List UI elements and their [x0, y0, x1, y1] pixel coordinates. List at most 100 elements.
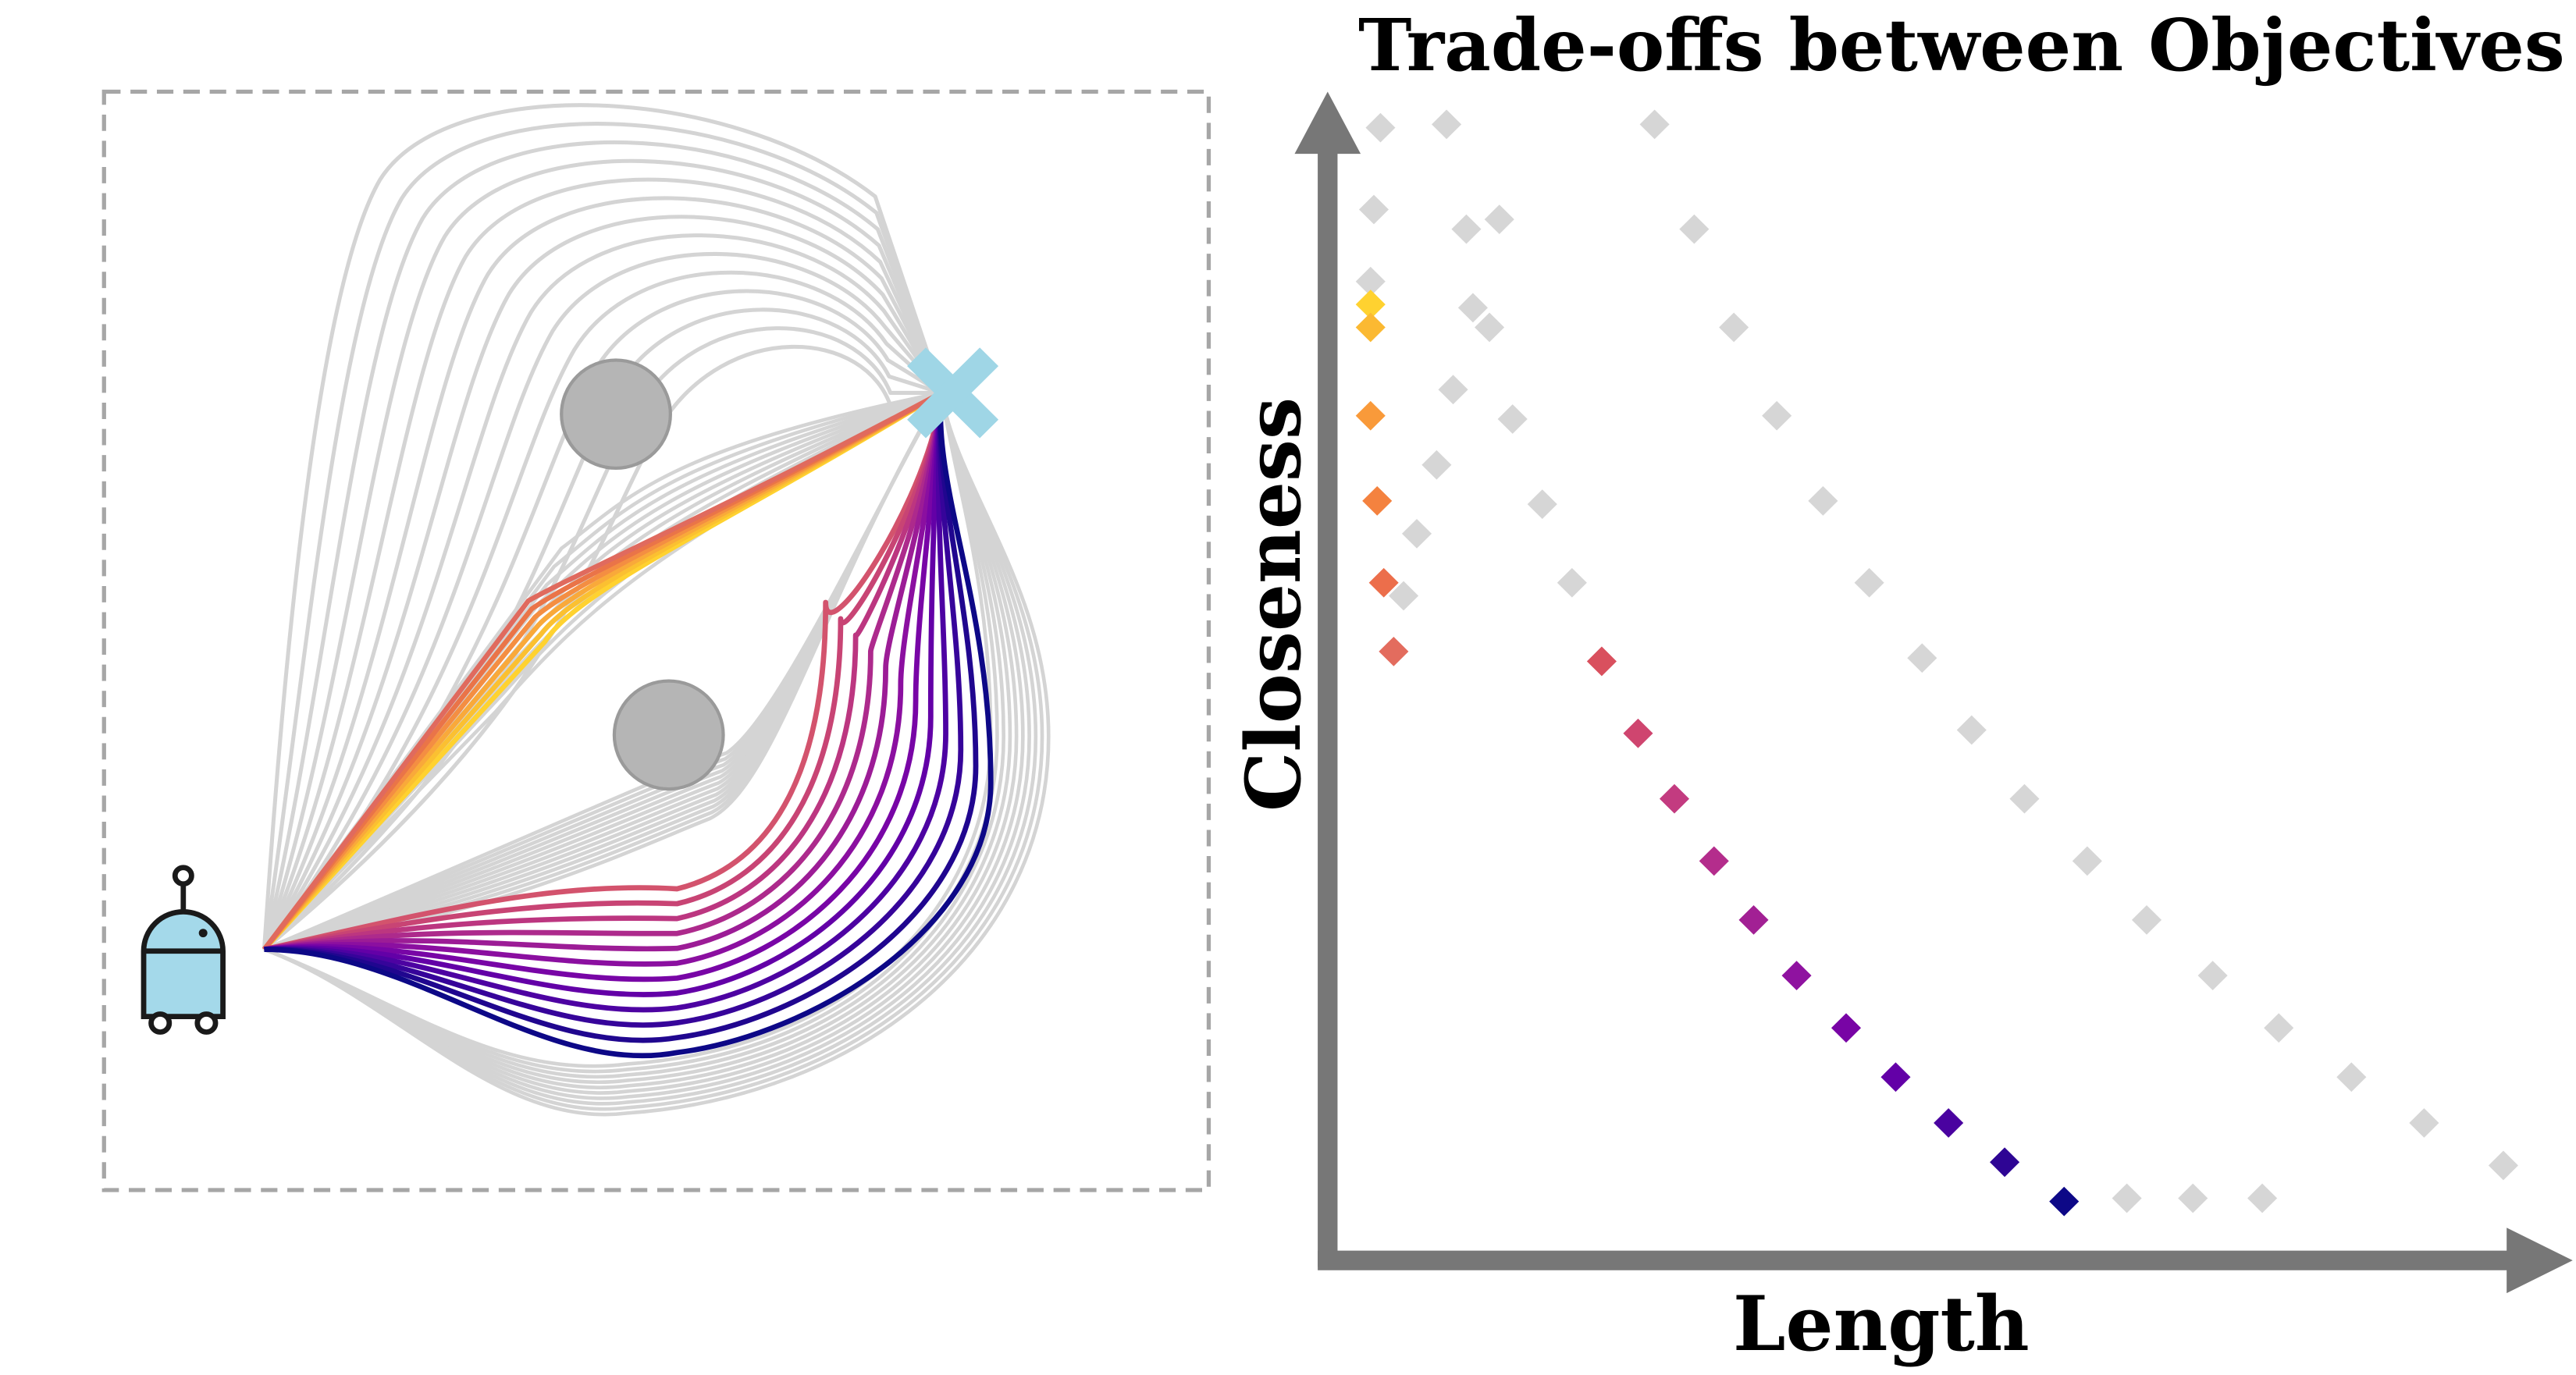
grey-path [262, 270, 943, 951]
grey-path [263, 393, 999, 1074]
y-axis-label: Closeness [1229, 397, 1318, 812]
pareto-data-point [1990, 1147, 2020, 1178]
goal-x-icon [907, 347, 999, 439]
grey-data-point [1401, 518, 1432, 549]
grey-path [263, 393, 1025, 1095]
grey-path [263, 393, 1051, 1117]
grey-data-point [1475, 312, 1505, 343]
colored-path [264, 393, 948, 1013]
pareto-data-point [1362, 485, 1393, 516]
colored-path [263, 393, 945, 952]
grey-data-point [1432, 109, 1462, 140]
grey-data-point [1679, 214, 1710, 244]
grey-data-point [1457, 293, 1488, 323]
pareto-data-point [1781, 961, 1812, 991]
grey-path [263, 393, 1038, 1106]
grey-data-point [2409, 1108, 2439, 1138]
grey-path [262, 215, 943, 950]
colored-path [264, 393, 945, 997]
grey-data-point [1451, 214, 1482, 244]
grey-path [263, 393, 1006, 1079]
grey-data-point [1497, 404, 1528, 434]
grey-data-point [1527, 489, 1557, 519]
grey-path [262, 391, 942, 950]
grey-data-point [1639, 109, 1670, 140]
workspace-panel [101, 89, 1212, 1192]
y-axis-arrowhead [1294, 91, 1361, 155]
colored-path-fan [262, 390, 994, 1059]
pareto-data-point [1934, 1108, 1964, 1138]
chart-panel [1294, 91, 2573, 1294]
grey-path [262, 251, 943, 951]
pareto-data-point [1699, 846, 1729, 876]
colored-path [263, 393, 945, 952]
grey-path [262, 391, 942, 951]
colored-path [264, 393, 964, 1028]
grey-point-series [1355, 109, 2518, 1213]
pareto-data-point [1368, 567, 1399, 598]
grey-path [263, 392, 943, 951]
grey-data-point [1421, 449, 1452, 480]
grey-path [262, 122, 944, 950]
chart-title: Trade-offs between Objectives [1358, 3, 2565, 87]
grey-data-point [1956, 715, 1987, 745]
grey-path [263, 393, 1019, 1089]
pareto-data-point [1355, 312, 1386, 343]
obstacle-circle-icon [612, 679, 725, 791]
pareto-data-point [1623, 718, 1653, 748]
x-axis-label: Length [1733, 1280, 2030, 1368]
gradient-point-series [1355, 290, 2080, 1217]
grey-data-point [2112, 1183, 2142, 1213]
grey-data-point [2009, 783, 2040, 814]
grey-data-point [1854, 567, 1884, 598]
grey-path [262, 158, 944, 950]
grey-path [263, 393, 1044, 1111]
grey-data-point [1762, 400, 1792, 431]
pareto-data-point [2049, 1186, 2080, 1217]
pareto-data-point [1586, 646, 1617, 677]
grey-data-point [1719, 312, 1749, 343]
robot-icon [141, 865, 226, 1035]
grey-data-point [1358, 194, 1389, 225]
colored-path [264, 393, 945, 967]
pareto-data-point [1659, 783, 1690, 814]
pareto-data-point [1738, 904, 1769, 935]
colored-path [263, 393, 945, 952]
grey-data-point [1365, 112, 1396, 143]
grey-path [262, 391, 942, 951]
grey-path [263, 393, 1012, 1085]
x-axis-arrowhead [2507, 1228, 2573, 1294]
colored-path [264, 393, 945, 982]
grey-data-point [1907, 643, 1937, 673]
obstacle-circle-icon [560, 358, 672, 471]
colored-path [263, 393, 945, 952]
colored-path [262, 390, 943, 951]
workspace-border [101, 89, 1212, 1192]
grey-path [262, 391, 942, 951]
colored-path [264, 393, 979, 1043]
grey-data-point [1557, 567, 1587, 598]
pareto-data-point [1379, 636, 1409, 666]
grey-data-point [1484, 204, 1514, 234]
grey-data-point [2197, 961, 2228, 991]
pareto-data-point [1831, 1013, 1862, 1043]
pareto-data-point [1880, 1062, 1911, 1093]
colored-path [264, 393, 994, 1059]
pareto-data-point [1355, 400, 1386, 431]
grey-path [262, 177, 944, 950]
grey-path [263, 393, 1031, 1100]
grey-data-point [1355, 266, 1386, 297]
grey-data-point [2072, 846, 2102, 876]
grey-data-point [1438, 375, 1468, 405]
grey-path [262, 233, 943, 951]
grey-data-point [2488, 1150, 2518, 1181]
grey-path [262, 196, 944, 950]
colored-path [263, 393, 945, 952]
grey-data-point [2178, 1183, 2208, 1213]
grey-data-point [2247, 1183, 2278, 1213]
grey-path [262, 140, 944, 950]
grey-data-point [2336, 1062, 2367, 1093]
grey-data-point [1808, 485, 1838, 516]
grey-data-point [2264, 1013, 2294, 1043]
